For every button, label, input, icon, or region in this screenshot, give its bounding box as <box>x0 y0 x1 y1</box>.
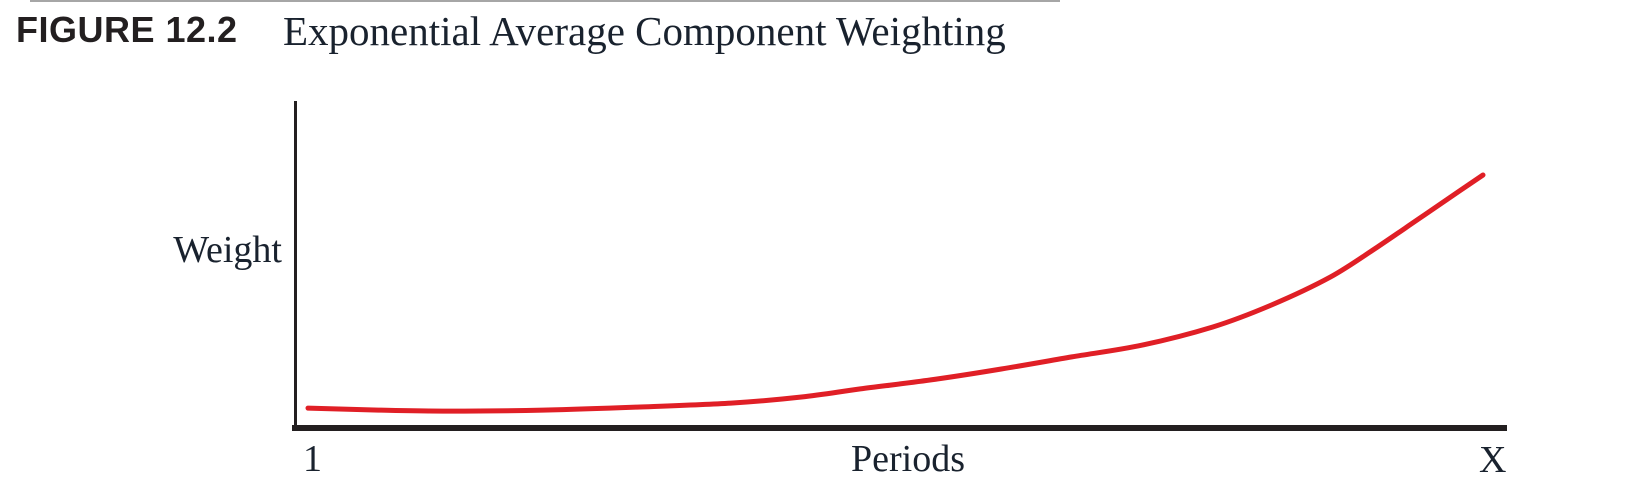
weight-curve <box>305 172 1486 414</box>
x-tick-last-period: X <box>1479 439 1507 481</box>
figure-title: Exponential Average Component Weighting <box>283 8 1006 54</box>
x-tick-first-period: 1 <box>303 438 322 480</box>
y-axis-line <box>294 101 297 431</box>
figure-number-label: FIGURE 12.2 <box>16 9 238 50</box>
y-axis-label: Weight <box>173 229 282 271</box>
x-axis-line <box>292 425 1507 431</box>
x-axis-label: Periods <box>851 438 965 480</box>
page-crop-artifact-line <box>30 0 1060 2</box>
